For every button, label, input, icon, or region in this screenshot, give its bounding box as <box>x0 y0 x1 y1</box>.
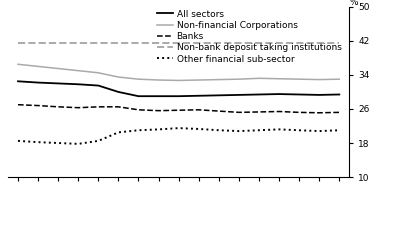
Non-financial Corporations <box>297 78 302 81</box>
Non-financial Corporations <box>56 67 60 70</box>
Banks <box>216 110 221 112</box>
Banks <box>136 109 141 111</box>
Non-bank deposit taking institutions <box>156 42 161 44</box>
Other financial sub-sector <box>197 128 201 130</box>
Other financial sub-sector <box>136 129 141 132</box>
Other financial sub-sector <box>56 142 60 144</box>
Non-financial Corporations <box>136 78 141 81</box>
Non-bank deposit taking institutions <box>216 42 221 44</box>
Non-bank deposit taking institutions <box>76 42 81 44</box>
All sectors <box>156 95 161 98</box>
Non-financial Corporations <box>197 79 201 81</box>
Non-financial Corporations <box>96 72 101 74</box>
All sectors <box>317 94 322 96</box>
Banks <box>56 106 60 108</box>
Non-financial Corporations <box>36 65 40 68</box>
Other financial sub-sector <box>317 130 322 132</box>
Other financial sub-sector <box>36 141 40 143</box>
Other financial sub-sector <box>256 129 261 132</box>
Non-financial Corporations <box>176 79 181 82</box>
Non-bank deposit taking institutions <box>317 42 322 44</box>
All sectors <box>277 93 281 95</box>
Non-bank deposit taking institutions <box>15 42 20 44</box>
Line: Banks: Banks <box>18 105 339 113</box>
Other financial sub-sector <box>96 140 101 142</box>
Other financial sub-sector <box>76 143 81 145</box>
Non-financial Corporations <box>277 77 281 80</box>
Non-financial Corporations <box>216 78 221 81</box>
Legend: All sectors, Non-financial Corporations, Banks, Non-bank deposit taking institut: All sectors, Non-financial Corporations,… <box>153 6 345 67</box>
Other financial sub-sector <box>176 127 181 129</box>
Non-bank deposit taking institutions <box>136 42 141 44</box>
Other financial sub-sector <box>216 129 221 132</box>
Non-bank deposit taking institutions <box>256 42 261 44</box>
Line: All sectors: All sectors <box>18 81 339 96</box>
Banks <box>317 111 322 114</box>
All sectors <box>337 93 342 96</box>
Other financial sub-sector <box>156 128 161 131</box>
Banks <box>76 106 81 109</box>
Banks <box>36 104 40 107</box>
All sectors <box>136 95 141 98</box>
All sectors <box>76 83 81 86</box>
All sectors <box>56 82 60 85</box>
All sectors <box>237 94 241 96</box>
Line: Other financial sub-sector: Other financial sub-sector <box>18 128 339 144</box>
Non-bank deposit taking institutions <box>176 42 181 44</box>
All sectors <box>15 80 20 83</box>
Banks <box>176 109 181 112</box>
Banks <box>156 109 161 112</box>
All sectors <box>297 93 302 96</box>
All sectors <box>116 91 121 93</box>
Non-bank deposit taking institutions <box>337 42 342 44</box>
Banks <box>116 106 121 108</box>
Non-financial Corporations <box>116 76 121 78</box>
Non-financial Corporations <box>337 78 342 81</box>
Non-financial Corporations <box>76 69 81 72</box>
Other financial sub-sector <box>297 129 302 132</box>
Banks <box>337 111 342 114</box>
All sectors <box>36 81 40 84</box>
Non-bank deposit taking institutions <box>96 42 101 44</box>
Other financial sub-sector <box>15 140 20 142</box>
Non-financial Corporations <box>15 63 20 66</box>
Non-bank deposit taking institutions <box>36 42 40 44</box>
Non-financial Corporations <box>256 77 261 80</box>
Non-bank deposit taking institutions <box>237 42 241 44</box>
Non-bank deposit taking institutions <box>197 42 201 44</box>
Banks <box>15 103 20 106</box>
Other financial sub-sector <box>116 131 121 134</box>
All sectors <box>216 94 221 97</box>
All sectors <box>256 93 261 96</box>
Non-bank deposit taking institutions <box>297 42 302 44</box>
Banks <box>297 111 302 114</box>
All sectors <box>176 95 181 98</box>
Banks <box>197 109 201 111</box>
Non-bank deposit taking institutions <box>277 42 281 44</box>
Banks <box>256 111 261 113</box>
Banks <box>96 106 101 108</box>
Other financial sub-sector <box>277 128 281 131</box>
Line: Non-financial Corporations: Non-financial Corporations <box>18 64 339 80</box>
Text: %: % <box>349 0 358 7</box>
All sectors <box>96 84 101 87</box>
Other financial sub-sector <box>237 130 241 132</box>
Non-bank deposit taking institutions <box>56 42 60 44</box>
Non-bank deposit taking institutions <box>116 42 121 44</box>
All sectors <box>197 94 201 97</box>
Non-financial Corporations <box>237 78 241 81</box>
Non-financial Corporations <box>156 79 161 81</box>
Banks <box>237 111 241 114</box>
Banks <box>277 110 281 113</box>
Other financial sub-sector <box>337 129 342 132</box>
Non-financial Corporations <box>317 78 322 81</box>
